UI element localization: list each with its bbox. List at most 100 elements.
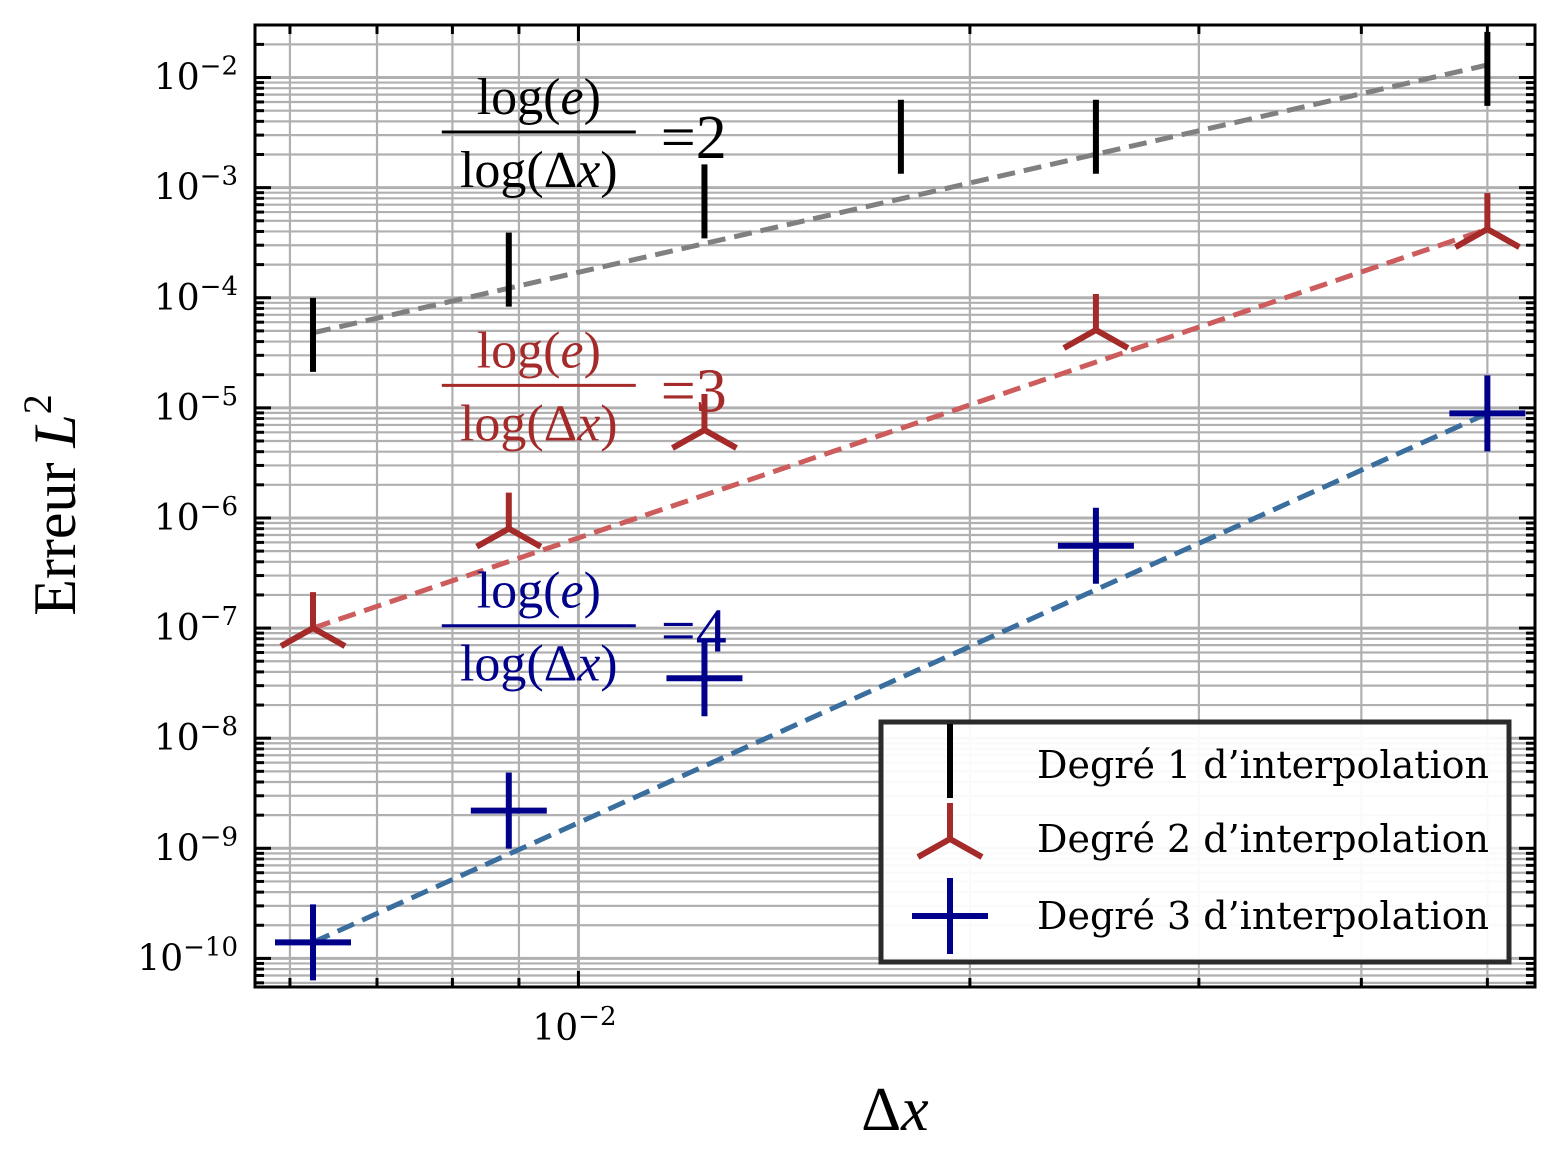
legend-label-series-3: Degré 3 d’interpolation	[1037, 894, 1489, 938]
y-tick-label: 10−4	[154, 272, 238, 319]
y-tick-label-exp: −7	[200, 602, 238, 632]
denominator-close: )	[600, 395, 617, 452]
slope-annotation-numerator: log(e)	[477, 563, 601, 620]
x-tick-label: 10−2	[532, 1002, 616, 1049]
legend-markers	[912, 724, 988, 954]
y-tick-label: 10−5	[154, 382, 238, 429]
y-tick-label-exp: −4	[200, 272, 238, 302]
y-tick-label-base: 10	[154, 498, 200, 539]
y-tick-label-exp: −10	[183, 932, 238, 962]
slope-annotation-3: log(e)log(Δx) =4	[441, 563, 727, 693]
plot-frame	[253, 23, 1537, 989]
fit-line-series-2	[312, 226, 1489, 631]
numerator-var: e	[560, 563, 583, 620]
denominator-fn: log(Δ	[460, 395, 577, 452]
y-axis-label-prefix: Erreur	[22, 448, 88, 616]
y-axis-label: Erreur L2	[15, 394, 88, 616]
data-point-series-3	[666, 640, 743, 717]
y-axis-label-var: L	[22, 414, 88, 448]
legend-box	[878, 719, 1512, 965]
slope-annotation-denominator: log(Δx)	[460, 395, 618, 452]
marker-arm-left	[1062, 327, 1098, 351]
data-point-series-2	[670, 393, 738, 451]
y-tick-label-base: 10	[154, 718, 200, 759]
y-tick-label-base: 10	[154, 278, 200, 319]
marker-arm-left	[475, 526, 511, 550]
numerator-close: )	[584, 322, 601, 379]
slope-annotation-value: =2	[661, 104, 727, 172]
slope-annotation-2: log(e)log(Δx) =3	[441, 322, 727, 452]
numerator-fn: log(	[477, 322, 561, 379]
legend-label-series-2: Degré 2 d’interpolation	[1037, 817, 1489, 861]
marker-arm-left	[1453, 226, 1489, 250]
data-point-series-3	[470, 772, 547, 849]
y-tick-label-exp: −2	[200, 52, 238, 82]
numerator-close: )	[584, 69, 601, 126]
y-tick-label: 10−8	[154, 712, 238, 759]
numerator-var: e	[560, 322, 583, 379]
x-tick-label-base: 10	[532, 1008, 578, 1049]
y-tick-label: 10−10	[137, 932, 238, 979]
y-tick-label: 10−6	[154, 492, 238, 539]
marker-arm-left	[670, 427, 706, 451]
marker-arm-right	[311, 625, 347, 649]
legend-label-series-1: Degré 1 d’interpolation	[1037, 743, 1489, 787]
slope-annotation-numerator: log(e)	[477, 69, 601, 126]
slope-annotation-denominator: log(Δx)	[460, 636, 618, 693]
data-point-series-3	[1057, 507, 1134, 584]
data-point-series-2	[475, 492, 543, 550]
denominator-var: x	[576, 395, 600, 452]
y-tick-label-exp: −9	[200, 822, 238, 852]
numerator-fn: log(	[477, 563, 561, 620]
y-tick-label: 10−2	[154, 52, 238, 99]
legend: Degré 1 d’interpolation Degré 2 d’interp…	[878, 719, 1512, 965]
legend-marker-series-3	[912, 878, 988, 954]
legend-marker-series-2	[916, 803, 984, 860]
marker-arm-right	[948, 836, 984, 860]
numerator-close: )	[584, 563, 601, 620]
x-axis-label-prefix: Δ	[861, 1076, 901, 1144]
x-axis-label: Δx	[861, 1076, 929, 1144]
marker-arm-left	[916, 836, 952, 860]
slope-annotation-value: =3	[661, 357, 727, 425]
tick-labels: 10−210−210−310−410−510−610−710−810−910−1…	[137, 52, 616, 1049]
y-tick-label: 10−9	[154, 822, 238, 869]
data-point-series-3	[274, 904, 351, 981]
denominator-var: x	[576, 142, 600, 199]
y-tick-label-base: 10	[154, 58, 200, 99]
slope-annotation-numerator: log(e)	[477, 322, 601, 379]
slope-annotation-value: =4	[661, 598, 727, 666]
marker-arm-right	[507, 526, 543, 550]
slope-annotation-denominator: log(Δx)	[460, 142, 618, 199]
data-point-series-2	[1453, 193, 1521, 250]
denominator-close: )	[600, 636, 617, 693]
y-tick-label-base: 10	[154, 388, 200, 429]
denominator-var: x	[576, 636, 600, 693]
y-tick-label-base: 10	[137, 938, 183, 979]
denominator-fn: log(Δ	[460, 636, 577, 693]
y-tick-label: 10−3	[154, 162, 238, 209]
marker-arm-right	[1485, 226, 1521, 250]
data-markers	[274, 31, 1526, 981]
denominator-fn: log(Δ	[460, 142, 577, 199]
numerator-var: e	[560, 69, 583, 126]
y-tick-label-base: 10	[154, 828, 200, 869]
y-tick-label-exp: −6	[200, 492, 238, 522]
x-tick-label-exp: −2	[578, 1002, 616, 1032]
y-tick-label: 10−7	[154, 602, 238, 649]
axis-ticks	[255, 23, 1535, 987]
data-point-series-2	[279, 592, 347, 649]
data-point-series-3	[1449, 375, 1526, 452]
marker-arm-left	[279, 625, 315, 649]
slope-annotation-1: log(e) log(Δx) =2	[441, 69, 727, 199]
y-tick-label-exp: −3	[200, 162, 238, 192]
marker-arm-right	[702, 427, 738, 451]
y-tick-label-base: 10	[154, 168, 200, 209]
y-tick-label-exp: −5	[200, 382, 238, 412]
y-axis-label-exp: 2	[15, 394, 60, 414]
y-tick-label-exp: −8	[200, 712, 238, 742]
x-axis-label-var: x	[900, 1076, 929, 1144]
denominator-close: )	[600, 142, 617, 199]
